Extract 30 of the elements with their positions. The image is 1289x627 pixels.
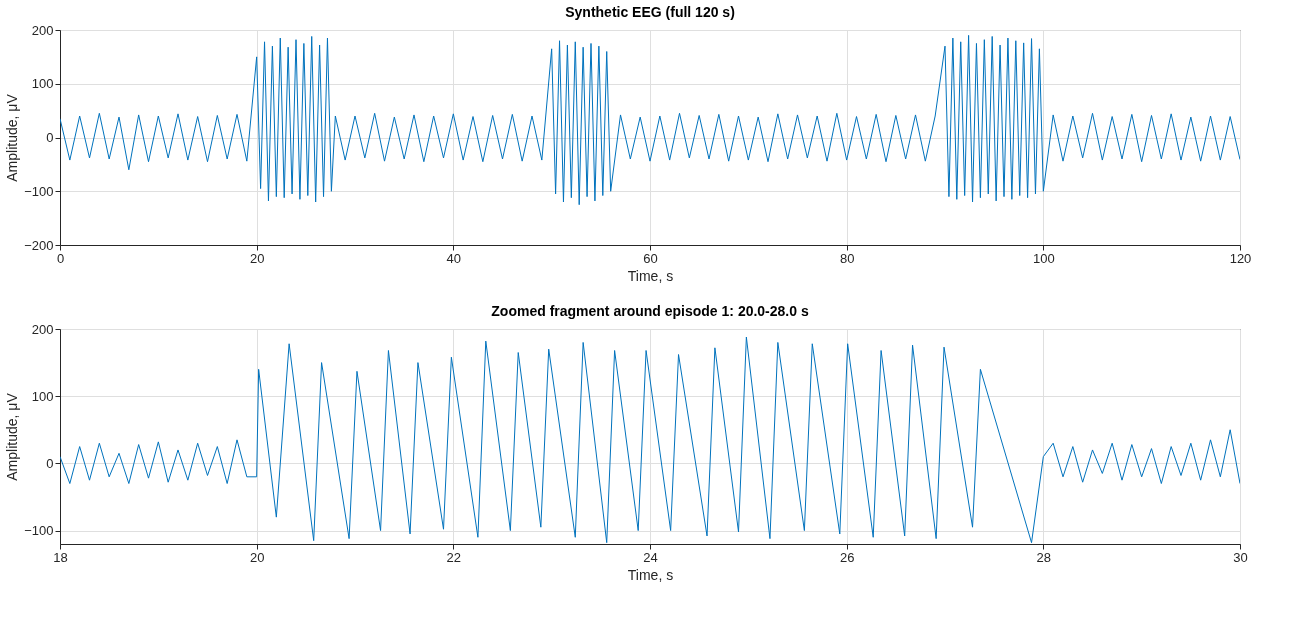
y-tick-label: 0 bbox=[46, 455, 54, 471]
x-tick-label: 20 bbox=[249, 250, 265, 266]
x-axis-title: Time, s bbox=[627, 267, 674, 284]
x-tick-label: 80 bbox=[839, 250, 855, 266]
y-tick-label: 200 bbox=[31, 321, 54, 337]
x-tick-label: 26 bbox=[839, 549, 855, 565]
x-tick-label: 120 bbox=[1229, 250, 1252, 266]
y-axis-title: Amplitude, μV bbox=[4, 392, 21, 481]
y-tick-label: −100 bbox=[24, 183, 54, 199]
x-tick-label: 28 bbox=[1036, 549, 1052, 565]
y-axis-title: Amplitude, μV bbox=[4, 93, 21, 182]
x-tick-label: 60 bbox=[643, 250, 658, 266]
chart-title: Synthetic EEG (full 120 s) bbox=[565, 4, 735, 20]
x-tick-label: 18 bbox=[53, 549, 68, 565]
y-tick-label: −100 bbox=[24, 523, 54, 539]
x-tick-label: 40 bbox=[446, 250, 462, 266]
x-tick-label: 30 bbox=[1233, 549, 1248, 565]
x-tick-label: 24 bbox=[643, 549, 658, 565]
y-tick-label: 200 bbox=[31, 22, 54, 38]
y-tick-label: 100 bbox=[31, 76, 54, 92]
x-axis-title: Time, s bbox=[627, 566, 674, 583]
chart-title: Zoomed fragment around episode 1: 20.0-28.0 s bbox=[491, 303, 809, 319]
x-tick-label: 20 bbox=[249, 549, 265, 565]
y-tick-label: −200 bbox=[24, 237, 54, 253]
x-tick-label: 22 bbox=[446, 549, 462, 565]
y-tick-label: 100 bbox=[31, 388, 54, 404]
x-tick-label: 100 bbox=[1032, 250, 1055, 266]
x-tick-label: 0 bbox=[56, 250, 65, 266]
line-series bbox=[60, 34, 1240, 206]
y-tick-label: 0 bbox=[46, 130, 54, 145]
